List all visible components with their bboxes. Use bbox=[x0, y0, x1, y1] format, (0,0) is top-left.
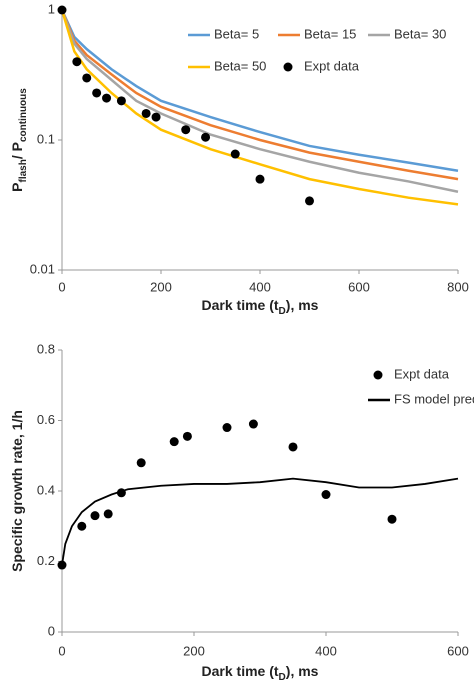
data-point bbox=[305, 196, 314, 206]
y-tick-label: 0.6 bbox=[37, 412, 55, 427]
legend-label: Beta= 50 bbox=[214, 58, 266, 73]
label-text: Specific growth rate, 1/h bbox=[9, 410, 25, 572]
legend-label: Expt data bbox=[304, 58, 360, 73]
x-tick-label: 0 bbox=[58, 643, 65, 658]
x-tick-label: 400 bbox=[249, 279, 271, 294]
label-subscript: continuous bbox=[18, 88, 29, 142]
x-tick-label: 600 bbox=[447, 643, 469, 658]
data-point bbox=[57, 5, 67, 15]
legend-label: Expt data bbox=[394, 366, 450, 381]
data-point bbox=[141, 108, 151, 118]
x-axis-label: Dark time (tD), ms bbox=[202, 663, 319, 683]
legend-label: Beta= 15 bbox=[304, 26, 356, 41]
data-point bbox=[222, 423, 232, 433]
data-point bbox=[90, 511, 100, 521]
data-point bbox=[92, 88, 102, 98]
series-line bbox=[60, 9, 459, 206]
y-tick-label: 0.1 bbox=[37, 131, 55, 146]
legend-label: FS model pred bbox=[394, 391, 474, 406]
x-tick-label: 800 bbox=[447, 279, 469, 294]
data-point bbox=[288, 442, 298, 452]
label-subscript: D bbox=[279, 306, 286, 317]
legend-marker bbox=[373, 370, 383, 380]
data-point bbox=[116, 96, 126, 106]
y-tick-label: 0 bbox=[48, 623, 55, 638]
series-line bbox=[60, 9, 459, 172]
data-point bbox=[387, 514, 397, 524]
y-tick-label: 0.4 bbox=[37, 482, 55, 497]
data-point bbox=[181, 125, 191, 135]
x-tick-label: 0 bbox=[58, 279, 65, 294]
x-axis-label: Dark time (tD), ms bbox=[202, 297, 319, 317]
x-tick-label: 200 bbox=[150, 279, 172, 294]
series-line bbox=[60, 9, 459, 193]
label-text: P bbox=[9, 183, 25, 192]
label-text: ), ms bbox=[286, 297, 319, 313]
series-line bbox=[61, 477, 459, 566]
x-tick-label: 200 bbox=[183, 643, 205, 658]
data-point bbox=[102, 93, 112, 103]
label-subscript: flash bbox=[18, 159, 29, 182]
data-point bbox=[82, 73, 92, 83]
label-text: Dark time (t bbox=[202, 663, 279, 679]
y-tick-label: 0.8 bbox=[37, 341, 55, 356]
data-point bbox=[77, 521, 87, 531]
y-tick-label: 0.01 bbox=[30, 261, 55, 276]
y-tick-label: 1 bbox=[48, 1, 55, 16]
label-subscript: D bbox=[279, 672, 286, 683]
series-line bbox=[60, 9, 459, 181]
data-point bbox=[248, 419, 258, 429]
data-point bbox=[169, 437, 179, 447]
data-point bbox=[103, 509, 113, 519]
data-point bbox=[72, 57, 82, 67]
y-axis-label: Pflash/ Pcontinuous bbox=[9, 88, 29, 192]
data-point bbox=[182, 431, 192, 441]
label-text: / P bbox=[9, 142, 25, 159]
x-tick-label: 600 bbox=[348, 279, 370, 294]
data-point bbox=[151, 112, 161, 122]
data-point bbox=[230, 149, 240, 159]
data-point bbox=[255, 174, 265, 184]
data-point bbox=[201, 132, 211, 142]
legend-label: Beta= 30 bbox=[394, 26, 446, 41]
label-text: Dark time (t bbox=[202, 297, 279, 313]
y-tick-label: 0.2 bbox=[37, 553, 55, 568]
legend-label: Beta= 5 bbox=[214, 26, 259, 41]
legend-marker bbox=[283, 62, 293, 72]
label-text: ), ms bbox=[286, 663, 319, 679]
data-point bbox=[321, 490, 331, 500]
y-axis-label: Specific growth rate, 1/h bbox=[9, 410, 25, 572]
x-tick-label: 400 bbox=[315, 643, 337, 658]
data-point bbox=[136, 458, 146, 468]
